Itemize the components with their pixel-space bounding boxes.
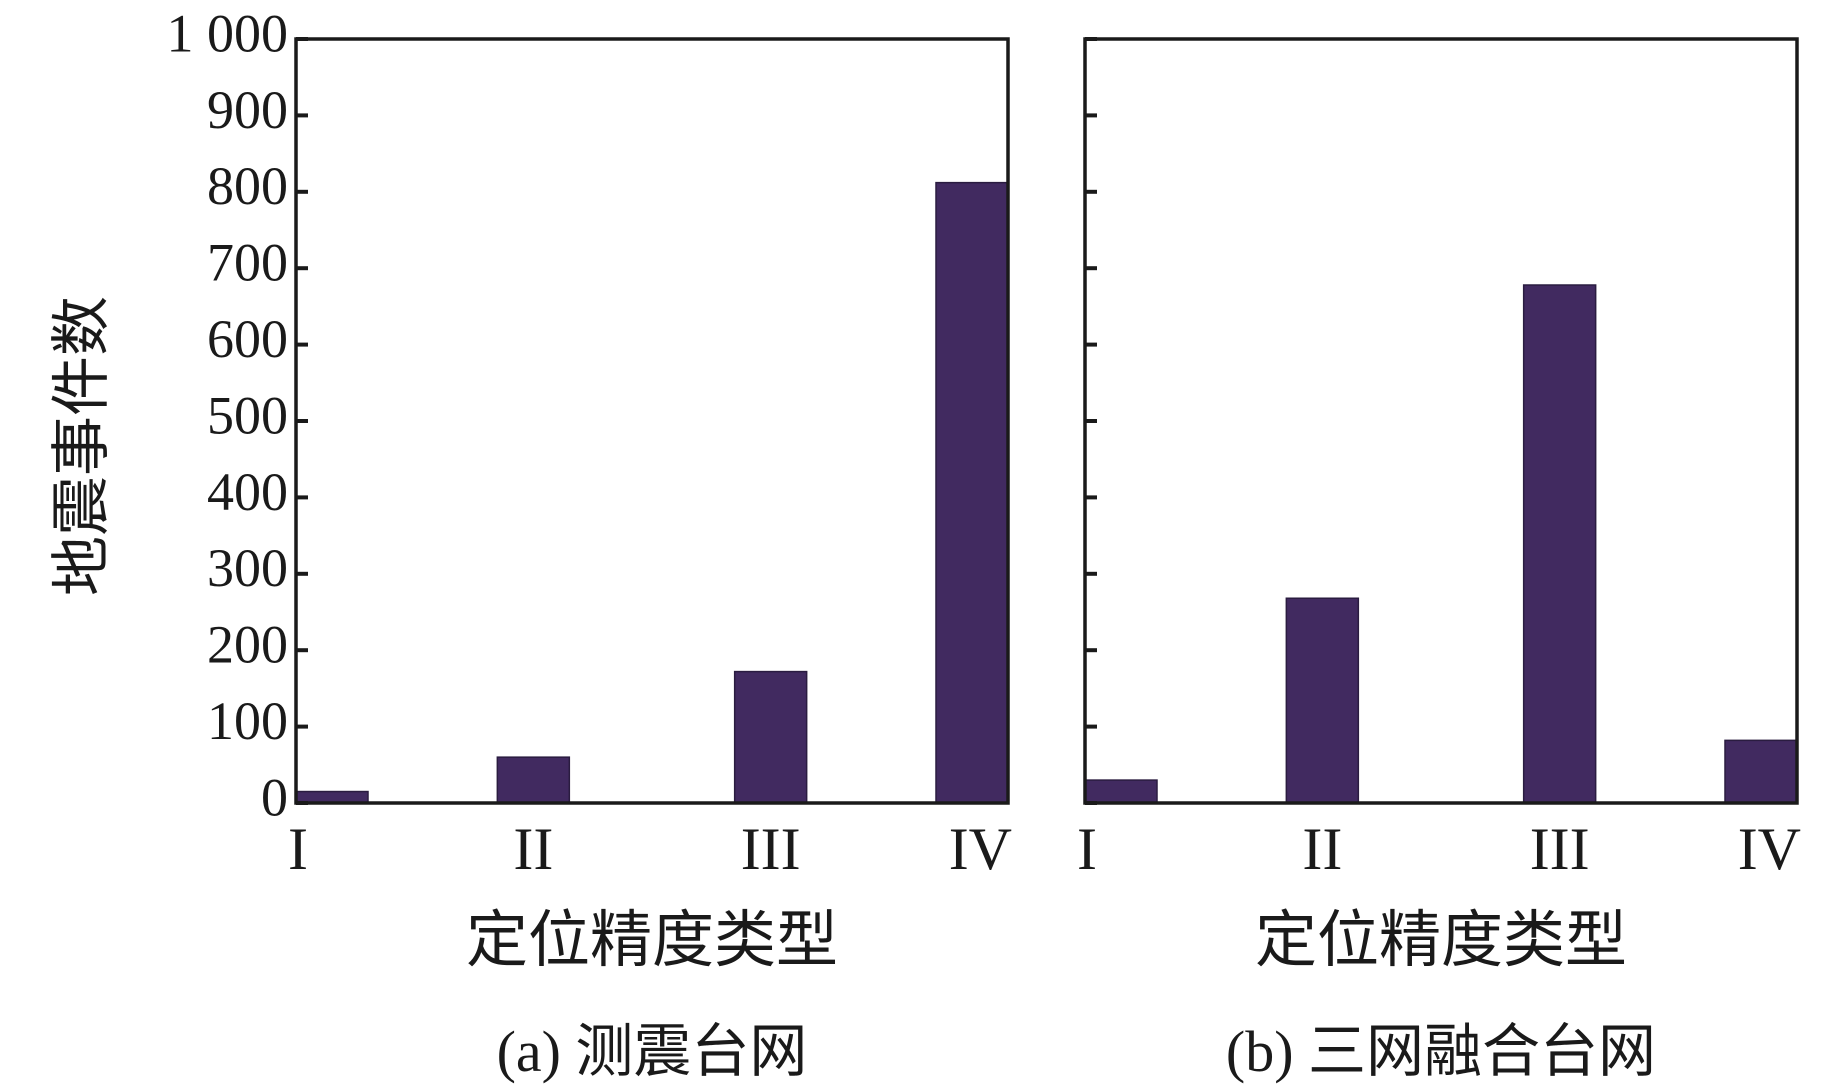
y-tick-label: 0 [261,767,288,827]
bar-III [733,670,808,804]
bar-IV [935,181,1009,804]
x-tick-label: III [1530,816,1590,882]
x-tick-label: I [1077,816,1097,882]
x-tick-label: I [288,816,308,882]
x-tick-label: II [513,816,553,882]
bar-II [1285,597,1360,804]
x-tick-label: II [1302,816,1342,882]
x-tick-label: IV [949,816,1012,882]
y-axis-label: 地震事件数 [49,296,115,596]
bar-II [496,756,571,804]
panel-caption: (b) 三网融合台网 [1226,1019,1656,1084]
plot-frame [294,37,1010,805]
y-tick-label: 800 [207,156,288,216]
x-axis-label: 定位精度类型 [1255,907,1627,975]
bar-I [1084,779,1158,804]
x-axis-label: 定位精度类型 [466,907,838,975]
x-tick-label: III [741,816,801,882]
y-tick-label: 1 000 [167,3,289,63]
panel-caption: (a) 测震台网 [497,1019,808,1084]
y-tick-label: 100 [207,691,288,751]
y-tick-label: 900 [207,80,288,140]
y-tick-label: 400 [207,462,288,522]
y-tick-label: 200 [207,615,288,675]
bar-IV [1724,739,1798,804]
y-tick-label: 700 [207,233,288,293]
x-tick-label: IV [1738,816,1801,882]
y-tick-label: 600 [207,309,288,369]
plot-frame [1083,37,1799,805]
y-tick-label: 500 [207,385,288,445]
bar-III [1522,284,1597,804]
y-tick-label: 300 [207,538,288,598]
